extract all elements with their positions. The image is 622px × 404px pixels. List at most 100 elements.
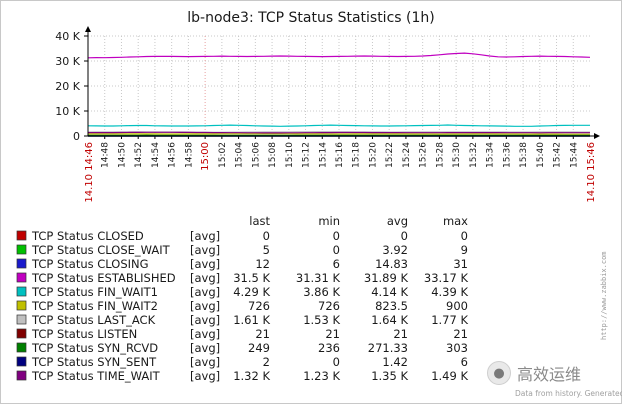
legend-column-header: last <box>249 214 270 228</box>
x-tick-label: 15:44 <box>569 142 579 168</box>
legend-last-value: 2 <box>263 355 270 369</box>
legend-last-value: 4.29 K <box>233 285 270 299</box>
legend-min-value: 31.31 K <box>296 271 341 285</box>
legend-max-value: 6 <box>461 355 468 369</box>
legend-swatch <box>16 244 27 255</box>
legend-swatch <box>16 342 27 353</box>
legend-avg-value: 1.35 K <box>371 369 408 383</box>
x-tick-label: 15:38 <box>519 142 529 168</box>
legend-max-value: 33.17 K <box>424 271 469 285</box>
brand-watermark: ● 高效运维 <box>487 360 607 386</box>
legend-max-value: 4.39 K <box>431 285 468 299</box>
x-axis-ticks: 14.10 14:46 14:48 14:50 14:52 14:54 14:56 14:5… <box>84 136 597 203</box>
x-tick-label: 15:20 <box>368 142 378 168</box>
y-tick-label: 10 K <box>55 105 80 118</box>
x-tick-label: 15:24 <box>402 142 412 168</box>
legend-last-value: 31.5 K <box>233 271 270 285</box>
y-axis-arrow <box>85 26 91 32</box>
x-tick-label: 15:28 <box>435 142 445 168</box>
legend-min-value: 236 <box>318 341 340 355</box>
x-tick-start-label: 14.10 14:46 <box>84 142 95 203</box>
legend-avg-value: 0 <box>401 229 408 243</box>
x-tick-label: 14:54 <box>151 142 161 168</box>
x-tick-label: 15:40 <box>536 142 546 168</box>
legend-swatch <box>16 370 27 381</box>
legend-func: [avg] <box>190 355 220 369</box>
chat-logo-icon: ● <box>487 361 511 385</box>
legend-series-name: TCP Status CLOSING <box>31 257 149 271</box>
legend-last-value: 1.32 K <box>233 369 270 383</box>
x-tick-label: 15:30 <box>452 142 462 168</box>
legend-max-value: 31 <box>453 257 468 271</box>
legend-func: [avg] <box>190 243 220 257</box>
legend-func: [avg] <box>190 341 220 355</box>
legend-max-value: 0 <box>461 229 468 243</box>
legend-avg-value: 4.14 K <box>371 285 408 299</box>
legend-series-name: TCP Status SYN_SENT <box>31 355 157 369</box>
legend-func: [avg] <box>190 285 220 299</box>
x-tick-label: 15:10 <box>285 142 295 168</box>
series-line <box>87 124 590 127</box>
legend-last-value: 726 <box>248 299 270 313</box>
legend-last-value: 249 <box>248 341 270 355</box>
legend-func: [avg] <box>190 369 220 383</box>
x-tick-label: 14:56 <box>168 142 178 168</box>
x-tick-label: 15:12 <box>302 142 312 168</box>
legend-last-value: 0 <box>263 229 270 243</box>
x-tick-label: 15:14 <box>318 142 328 168</box>
legend-series-name: TCP Status LISTEN <box>31 327 137 341</box>
legend-series-name: TCP Status CLOSE_WAIT <box>31 243 171 257</box>
legend-min-value: 6 <box>333 257 340 271</box>
legend-func: [avg] <box>190 299 220 313</box>
legend-series-name: TCP Status FIN_WAIT2 <box>31 299 158 313</box>
legend-avg-value: 1.42 <box>382 355 408 369</box>
legend-func: [avg] <box>190 229 220 243</box>
x-tick-label: 15:18 <box>352 142 362 168</box>
legend-last-value: 21 <box>255 327 270 341</box>
plot-area <box>88 36 590 136</box>
legend-avg-value: 1.64 K <box>371 313 408 327</box>
legend-column-header: min <box>318 214 340 228</box>
x-tick-label: 15:32 <box>469 142 479 168</box>
legend-min-value: 1.23 K <box>303 369 340 383</box>
x-axis-arrow <box>594 133 600 139</box>
legend-series-name: TCP Status SYN_RCVD <box>31 341 158 355</box>
x-tick-label: 15:02 <box>218 142 228 168</box>
legend-last-value: 1.61 K <box>233 313 270 327</box>
x-tick-label: 15:00 <box>200 142 211 171</box>
legend-min-value: 0 <box>333 229 340 243</box>
x-tick-label: 15:26 <box>419 142 429 168</box>
x-tick-label: 15:06 <box>251 142 261 168</box>
x-tick-label: 14:58 <box>184 142 194 168</box>
legend-swatch <box>16 272 27 283</box>
legend-swatch <box>16 230 27 241</box>
legend-swatch <box>16 328 27 339</box>
legend-min-value: 0 <box>333 355 340 369</box>
legend-func: [avg] <box>190 257 220 271</box>
series-line <box>87 52 591 59</box>
x-tick-label: 15:22 <box>385 142 395 168</box>
plot-background <box>88 36 590 136</box>
legend-series-name: TCP Status ESTABLISHED <box>31 271 176 285</box>
legend-swatch <box>16 258 27 269</box>
x-tick-label: 14:48 <box>101 142 111 168</box>
y-axis-ticks: 0 10 K 20 K 30 K 40 K <box>55 30 88 143</box>
legend-func: [avg] <box>190 327 220 341</box>
legend-series-name: TCP Status LAST_ACK <box>31 313 156 327</box>
legend-swatch <box>16 300 27 311</box>
legend-avg-value: 21 <box>393 327 408 341</box>
x-tick-label: 15:34 <box>486 142 496 168</box>
legend-swatch <box>16 356 27 367</box>
series-line <box>88 131 590 134</box>
y-tick-label: 0 <box>73 130 80 143</box>
y-tick-label: 30 K <box>55 55 80 68</box>
legend-max-value: 1.77 K <box>431 313 468 327</box>
legend-min-value: 0 <box>333 243 340 257</box>
legend-max-value: 1.49 K <box>431 369 468 383</box>
x-tick-label: 15:16 <box>335 142 345 168</box>
legend-func: [avg] <box>190 271 220 285</box>
x-tick-label: 15:36 <box>502 142 512 168</box>
legend-func: [avg] <box>190 313 220 327</box>
